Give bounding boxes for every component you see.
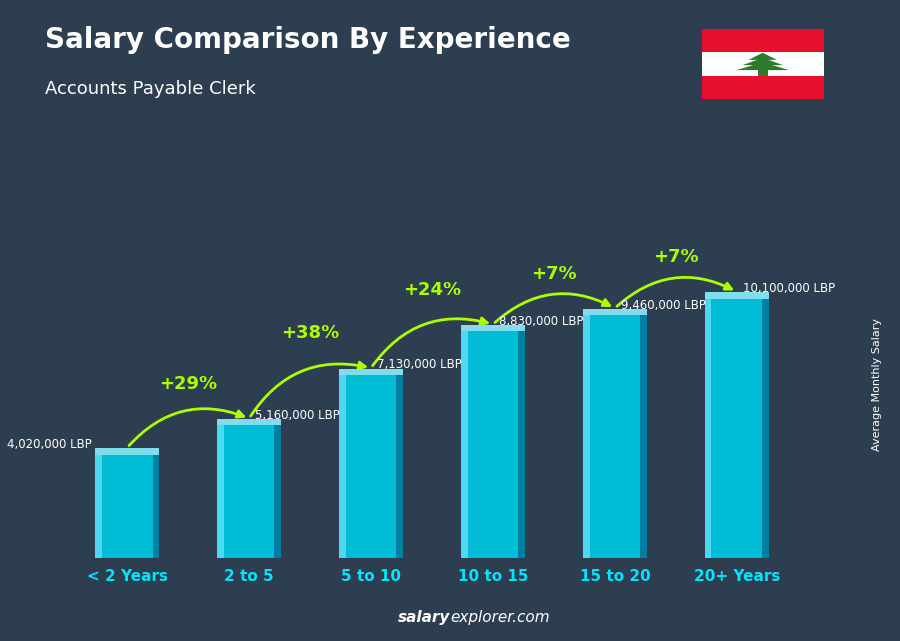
Bar: [583, 309, 646, 315]
Bar: [762, 299, 769, 558]
Bar: [218, 419, 281, 426]
FancyArrowPatch shape: [617, 278, 732, 306]
Bar: [462, 331, 468, 558]
Text: Accounts Payable Clerk: Accounts Payable Clerk: [45, 80, 256, 98]
Bar: [152, 454, 159, 558]
FancyArrowPatch shape: [250, 362, 365, 416]
Polygon shape: [749, 53, 777, 60]
FancyArrowPatch shape: [373, 318, 487, 365]
Bar: [702, 29, 824, 52]
Text: +24%: +24%: [403, 281, 461, 299]
Bar: [462, 325, 525, 331]
FancyBboxPatch shape: [95, 454, 159, 558]
Text: Salary Comparison By Experience: Salary Comparison By Experience: [45, 26, 571, 54]
Bar: [583, 315, 590, 558]
Bar: [218, 426, 224, 558]
Polygon shape: [736, 62, 789, 70]
FancyBboxPatch shape: [218, 426, 281, 558]
Text: 10,100,000 LBP: 10,100,000 LBP: [742, 282, 835, 296]
Text: 5,160,000 LBP: 5,160,000 LBP: [256, 409, 340, 422]
Text: 7,130,000 LBP: 7,130,000 LBP: [377, 358, 462, 371]
Bar: [705, 292, 769, 299]
Text: explorer.com: explorer.com: [450, 610, 550, 625]
Text: 4,020,000 LBP: 4,020,000 LBP: [7, 438, 92, 451]
Bar: [95, 454, 102, 558]
FancyArrowPatch shape: [495, 294, 609, 322]
Bar: [396, 375, 402, 558]
Polygon shape: [742, 58, 783, 65]
FancyBboxPatch shape: [462, 331, 525, 558]
Bar: [518, 331, 525, 558]
Text: Average Monthly Salary: Average Monthly Salary: [872, 318, 883, 451]
Bar: [702, 52, 824, 76]
Text: +29%: +29%: [159, 375, 217, 393]
Text: salary: salary: [398, 610, 450, 625]
FancyArrowPatch shape: [129, 409, 244, 445]
Bar: [640, 315, 646, 558]
Text: +7%: +7%: [531, 265, 577, 283]
FancyBboxPatch shape: [339, 375, 402, 558]
Text: 8,830,000 LBP: 8,830,000 LBP: [500, 315, 583, 328]
Bar: [95, 448, 159, 454]
Text: 9,460,000 LBP: 9,460,000 LBP: [621, 299, 706, 312]
Bar: [339, 375, 346, 558]
Bar: [702, 76, 824, 99]
Text: +7%: +7%: [653, 248, 698, 266]
Bar: [705, 299, 712, 558]
Bar: [758, 70, 768, 76]
Bar: [339, 369, 402, 375]
Bar: [274, 426, 281, 558]
Text: +38%: +38%: [281, 324, 339, 342]
FancyBboxPatch shape: [583, 315, 646, 558]
FancyBboxPatch shape: [705, 299, 769, 558]
